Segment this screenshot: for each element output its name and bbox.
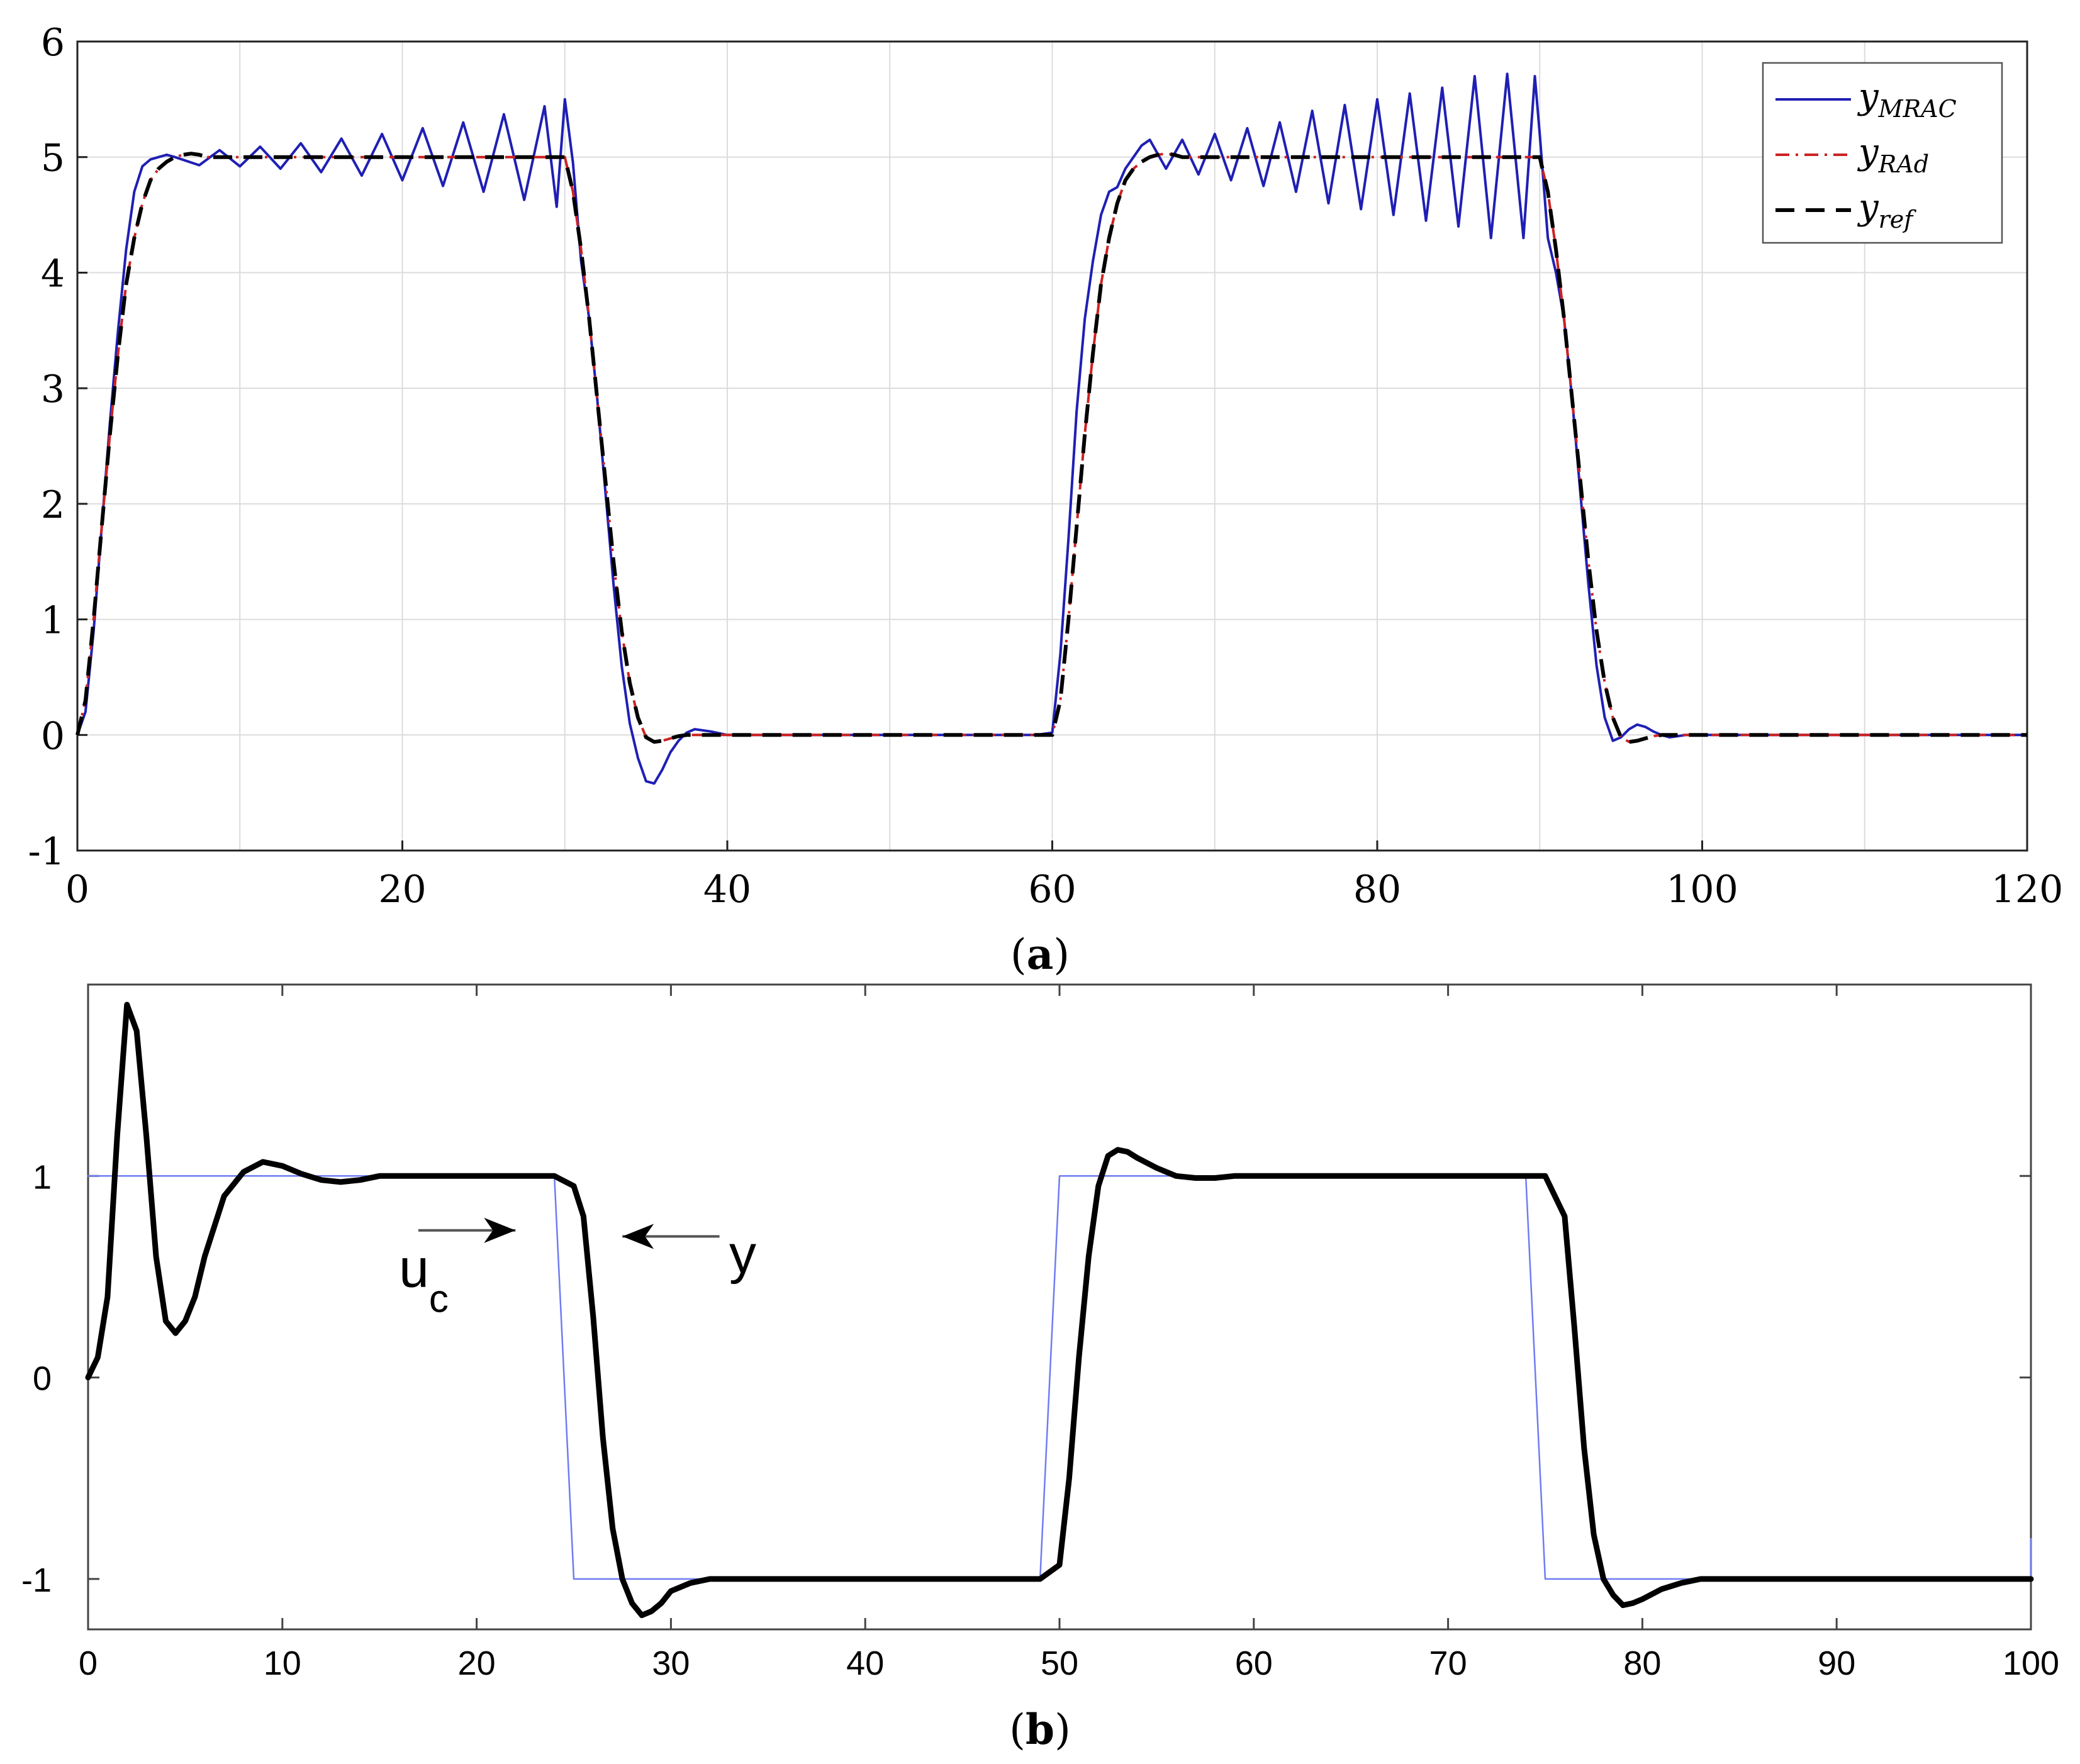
- legend-box: [1762, 62, 2003, 244]
- x-tick-label: 70: [1429, 1644, 1467, 1682]
- y-tick-label: 6: [41, 21, 65, 65]
- legend-a: yMRAC yRAd yref: [1762, 62, 2003, 244]
- series-line-yMRAC: [76, 72, 2027, 785]
- y-tick-label: 1: [41, 599, 65, 643]
- x-tick-label: 100: [1666, 868, 1738, 912]
- legend-label: yref: [1857, 187, 1916, 233]
- x-tick-label: 60: [1028, 868, 1076, 912]
- x-tick-label: 100: [2003, 1644, 2059, 1682]
- x-tick-label: 50: [1041, 1644, 1078, 1682]
- panel-b: 0 10 20 30 40 50 60 70 80 90 100 -1 0 1 uc y: [21, 983, 2059, 1682]
- annotation-arrow-head: [484, 1217, 516, 1243]
- y-tick-label: 0: [33, 1360, 52, 1398]
- x-tick-label: 40: [703, 868, 751, 912]
- x-tick-label: 20: [378, 868, 426, 912]
- x-tick-label: 80: [1353, 868, 1401, 912]
- annotation-label: y: [729, 1224, 756, 1285]
- plot-frame-b: [87, 983, 2032, 1631]
- caption-a: (a): [1010, 930, 1070, 979]
- caption-b: (b): [1009, 1705, 1071, 1754]
- x-tick-label: 80: [1623, 1644, 1661, 1682]
- y-tick-label: 0: [41, 714, 65, 758]
- legend-label: yMRAC: [1857, 76, 1957, 123]
- tick-labels-b: 0 10 20 30 40 50 60 70 80 90 100 -1 0 1: [21, 985, 2059, 1682]
- x-tick-label: 120: [1991, 868, 2064, 912]
- annotations-b: uc y: [399, 1217, 756, 1320]
- annotation-label: uc: [399, 1238, 449, 1320]
- x-tick-label: 60: [1235, 1644, 1273, 1682]
- x-tick-label: 10: [264, 1644, 301, 1682]
- y-tick-label: 1: [33, 1158, 52, 1196]
- y-tick-label: 2: [41, 483, 65, 527]
- x-tick-label: 0: [65, 868, 89, 912]
- y-tick-label: -1: [21, 1561, 52, 1599]
- legend-label: yRAd: [1857, 131, 1929, 178]
- series-b: [85, 1002, 2034, 1619]
- annotation-arrow-head: [622, 1224, 654, 1249]
- x-tick-label: 90: [1818, 1644, 1855, 1682]
- y-tick-label: 5: [41, 137, 65, 181]
- series-line-y: [85, 1002, 2034, 1619]
- series-line-uc: [87, 1175, 2032, 1580]
- x-tick-label: 30: [652, 1644, 690, 1682]
- series-a: [75, 72, 2027, 785]
- y-tick-label: 3: [41, 367, 65, 411]
- y-tick-label: 4: [41, 252, 65, 296]
- y-tick-label: -1: [28, 830, 65, 874]
- series-line-yref: [75, 152, 2027, 744]
- x-tick-label: 0: [79, 1644, 98, 1682]
- x-tick-label: 40: [846, 1644, 884, 1682]
- x-tick-label: 20: [458, 1644, 496, 1682]
